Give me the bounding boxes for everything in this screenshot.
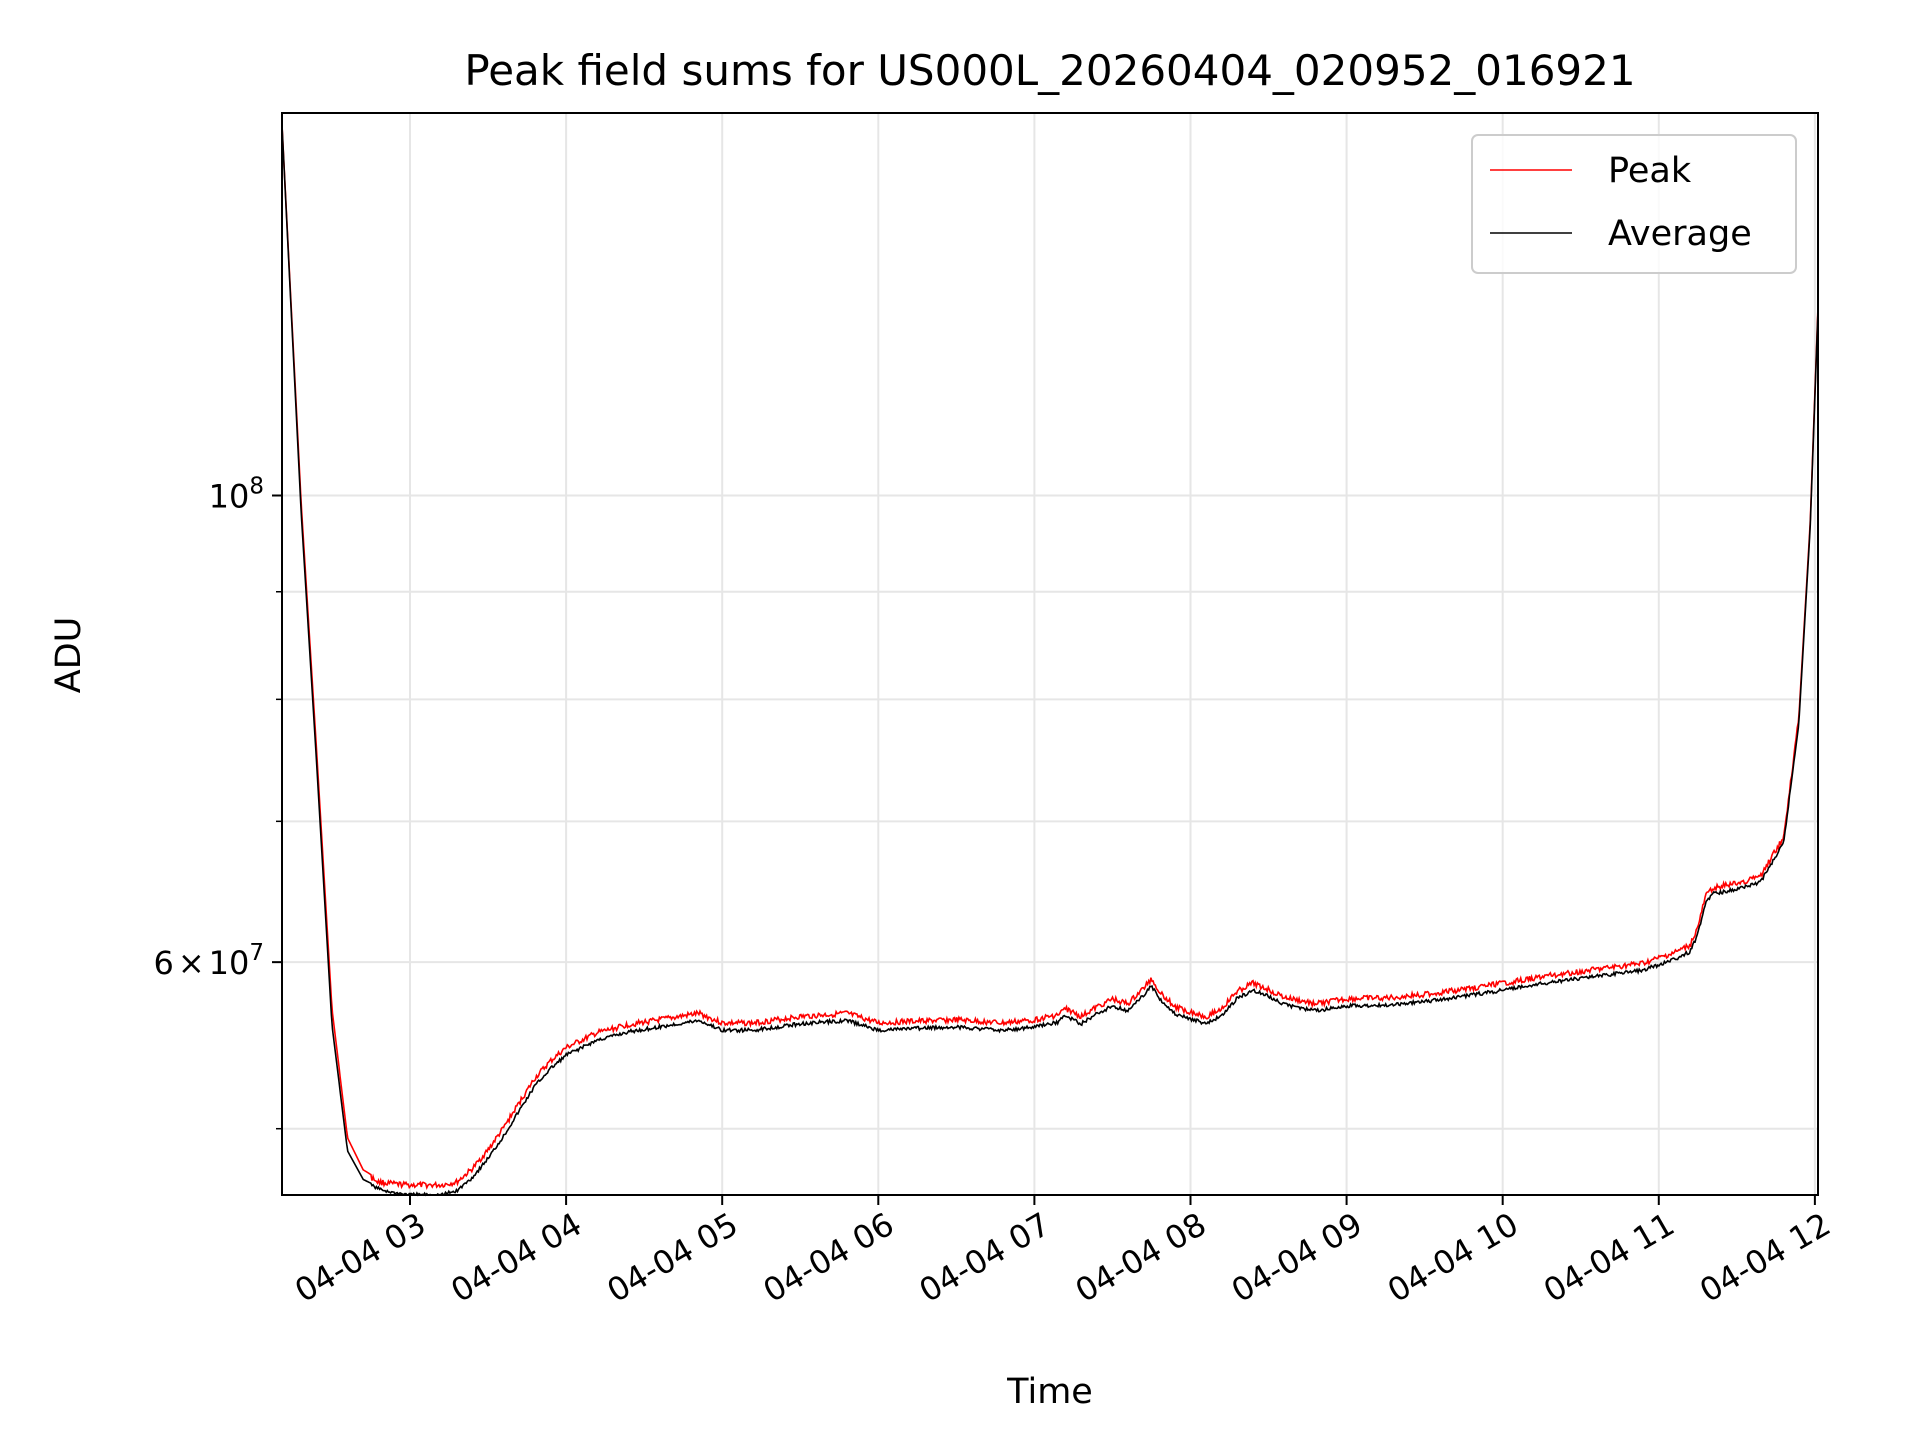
y-tick-mantissa: 6: [153, 944, 173, 982]
legend-average-label: Average: [1608, 214, 1752, 254]
x-tick-label: 04-04 08: [1069, 1205, 1213, 1310]
x-axis-label: Time: [1006, 1372, 1093, 1412]
series-line-peak: [281, 125, 1819, 1191]
x-axis: 04-04 03 04-04 04 04-04 05 04-04 06 04-04 07…: [288, 1195, 1837, 1310]
x-tick-label: 04-04 04: [444, 1205, 588, 1310]
legend: Peak Average: [1471, 134, 1797, 274]
x-tick-label: 04-04 06: [757, 1205, 901, 1310]
series-layer: [281, 125, 1819, 1197]
chart-title: Peak field sums for US000L_20260404_0209…: [464, 46, 1635, 95]
x-tick-label: 04-04 05: [601, 1205, 745, 1310]
y-tick-base: 10: [209, 478, 250, 516]
series-line-average: [281, 125, 1819, 1197]
x-tick-label: 04-04 09: [1225, 1205, 1369, 1310]
y-axis-label: ADU: [49, 617, 89, 694]
y-tick-exponent: 7: [249, 940, 264, 966]
y-tick-label: 6 × 107: [153, 940, 264, 982]
x-tick-label: 04-04 11: [1537, 1205, 1681, 1310]
y-tick-label: 108: [209, 474, 264, 516]
y-tick-times: ×: [178, 944, 205, 982]
x-tick-label: 04-04 07: [913, 1205, 1057, 1310]
y-tick-base: 10: [209, 944, 250, 982]
x-tick-label: 04-04 12: [1693, 1205, 1837, 1310]
plot-area-frame: [281, 112, 1819, 1196]
x-tick-label: 04-04 10: [1381, 1205, 1525, 1310]
y-tick-exponent: 8: [249, 474, 264, 500]
grid: [282, 113, 1818, 1195]
x-tick-label: 04-04 03: [288, 1205, 432, 1310]
legend-peak-label: Peak: [1608, 151, 1692, 191]
